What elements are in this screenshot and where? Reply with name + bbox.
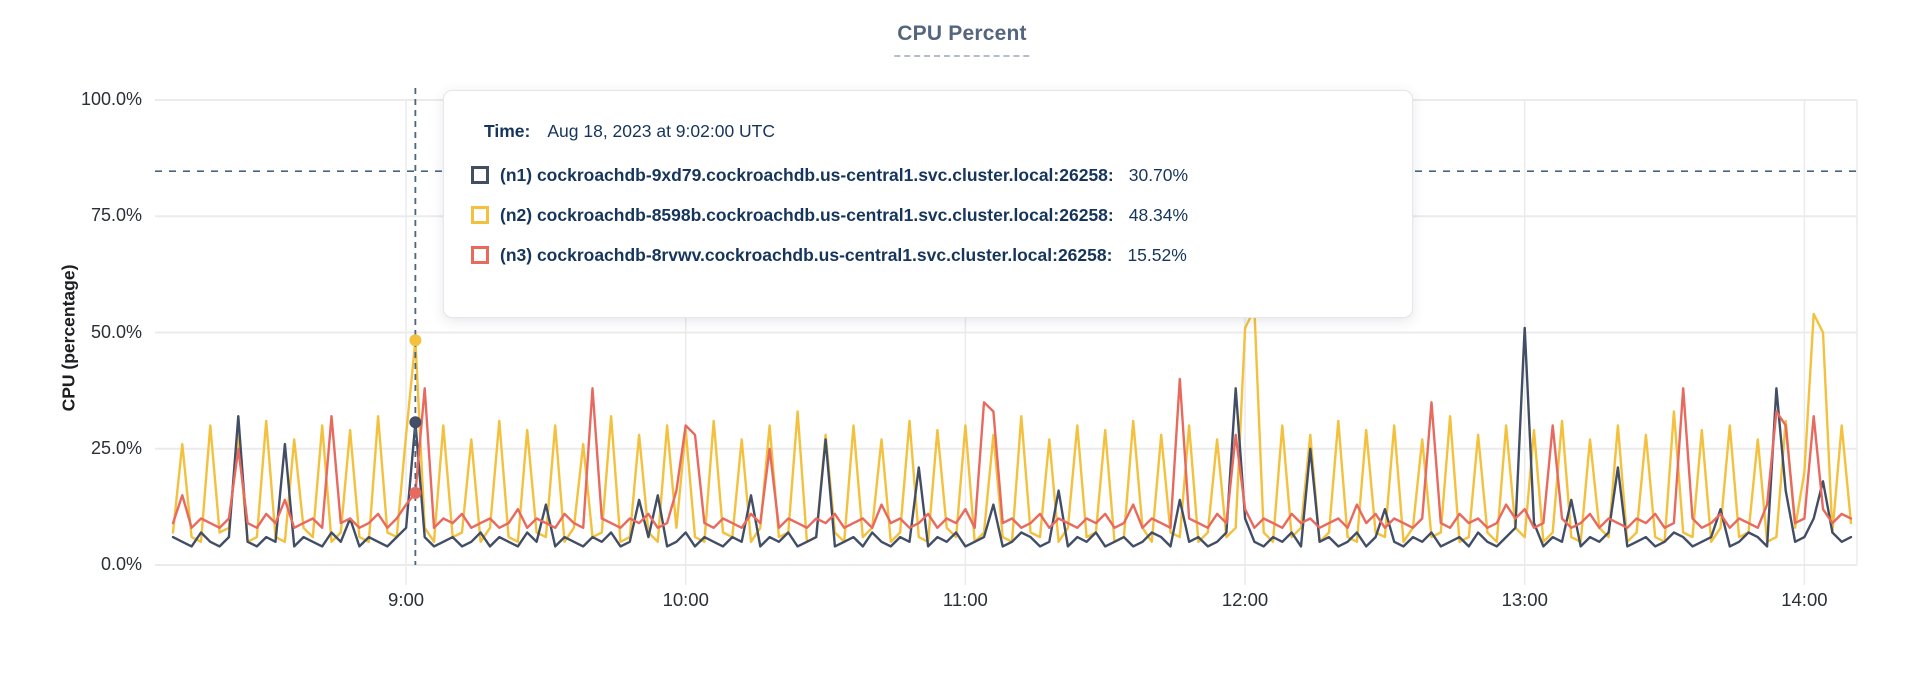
series-swatch-icon: [471, 206, 489, 224]
tooltip-time-row: Time: Aug 18, 2023 at 9:02:00 UTC: [484, 121, 1412, 142]
tooltip-series-label: (n3) cockroachdb-8rvwv.cockroachdb.us-ce…: [500, 244, 1113, 265]
x-tick-label: 9:00: [388, 589, 425, 610]
tooltip-row-n3: (n3) cockroachdb-8rvwv.cockroachdb.us-ce…: [471, 235, 1412, 275]
series-swatch-icon: [471, 166, 489, 184]
chart-title: CPU Percent: [894, 22, 1030, 57]
tooltip-time-label: Time:: [484, 121, 531, 141]
hover-dot-n2: [409, 334, 422, 347]
tooltip-series-label: (n2) cockroachdb-8598b.cockroachdb.us-ce…: [500, 204, 1114, 225]
series-swatch-icon: [471, 246, 489, 264]
tooltip-row-n1: (n1) cockroachdb-9xd79.cockroachdb.us-ce…: [471, 155, 1412, 195]
series-line-n1[interactable]: [171, 326, 1853, 548]
chart-tooltip: Time: Aug 18, 2023 at 9:02:00 UTC (n1) co…: [443, 90, 1413, 318]
tooltip-series-value: 30.70%: [1128, 164, 1189, 185]
hover-dot-n3: [409, 486, 422, 499]
y-tick-label: 0.0%: [100, 554, 142, 574]
series-line-n2[interactable]: [171, 308, 1853, 543]
tooltip-series-value: 15.52%: [1127, 244, 1187, 265]
y-tick-label: 100.0%: [80, 89, 142, 109]
y-tick-label: 25.0%: [90, 437, 142, 458]
x-tick-label: 12:00: [1221, 589, 1269, 610]
tooltip-row-n2: (n2) cockroachdb-8598b.cockroachdb.us-ce…: [471, 195, 1412, 235]
tooltip-series-rows: (n1) cockroachdb-9xd79.cockroachdb.us-ce…: [444, 155, 1412, 275]
tooltip-series-value: 48.34%: [1128, 204, 1189, 225]
x-tick-label: 13:00: [1501, 589, 1548, 610]
y-tick-label: 50.0%: [90, 321, 142, 342]
y-tick-label: 75.0%: [90, 205, 142, 226]
hover-dot-n1: [409, 416, 422, 429]
x-tick-label: 10:00: [662, 589, 709, 610]
x-tick-label: 14:00: [1781, 589, 1828, 610]
tooltip-series-label: (n1) cockroachdb-9xd79.cockroachdb.us-ce…: [500, 164, 1114, 185]
series-line-n3[interactable]: [171, 377, 1853, 529]
tooltip-time-value: Aug 18, 2023 at 9:02:00 UTC: [547, 121, 776, 141]
x-tick-label: 11:00: [942, 589, 988, 610]
